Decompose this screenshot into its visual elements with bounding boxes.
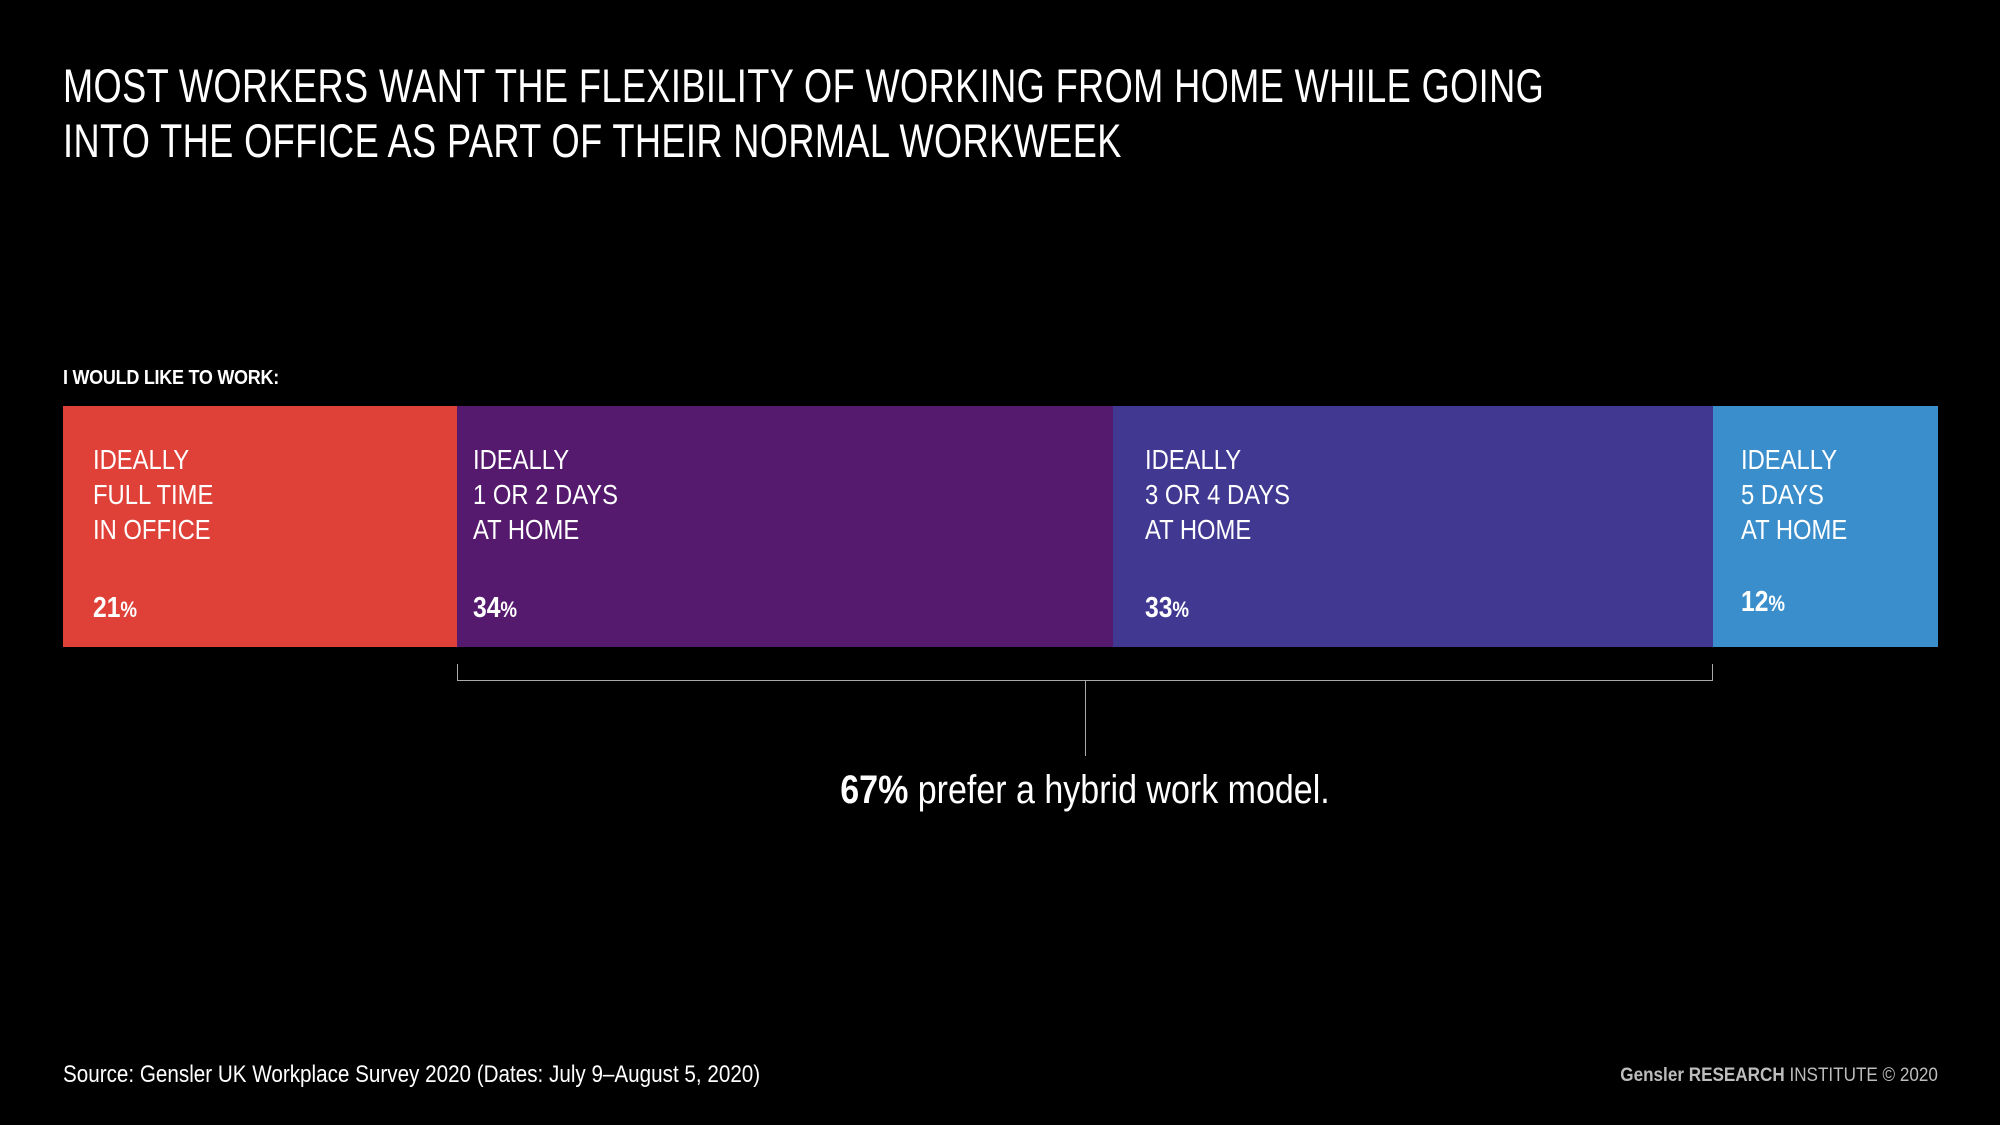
credit-logo: Gensler RESEARCH INSTITUTE © 2020 bbox=[1620, 1065, 1938, 1087]
stacked-bar: IDEALLY FULL TIME IN OFFICE 21% IDEALLY … bbox=[63, 406, 1938, 647]
segment-label-line: AT HOME bbox=[473, 514, 580, 545]
bracket-left-tick bbox=[457, 664, 458, 681]
hybrid-annotation-value: 67% bbox=[840, 768, 909, 812]
segment-label-line: AT HOME bbox=[1741, 514, 1848, 545]
bar-segment-3-4-days-home: IDEALLY 3 OR 4 DAYS AT HOME 33% bbox=[1113, 406, 1713, 647]
segment-label-line: IDEALLY bbox=[93, 444, 190, 475]
segment-value-number: 34 bbox=[473, 592, 501, 624]
segment-value: 12% bbox=[1741, 586, 1785, 619]
segment-label-line: 3 OR 4 DAYS bbox=[1145, 479, 1291, 510]
credit-brand: Gensler RESEARCH bbox=[1620, 1065, 1785, 1086]
chart-title: MOST WORKERS WANT THE FLEXIBILITY OF WOR… bbox=[63, 58, 1911, 168]
bracket-right-tick bbox=[1712, 664, 1713, 681]
segment-label-line: IDEALLY bbox=[1145, 444, 1242, 475]
segment-value: 33% bbox=[1145, 592, 1189, 625]
segment-value-unit: % bbox=[500, 597, 518, 622]
segment-label: IDEALLY 3 OR 4 DAYS AT HOME bbox=[1145, 442, 1628, 547]
segment-label-line: 5 DAYS bbox=[1741, 479, 1824, 510]
segment-value: 34% bbox=[473, 592, 517, 625]
segment-label: IDEALLY FULL TIME IN OFFICE bbox=[93, 442, 402, 547]
source-note: Source: Gensler UK Workplace Survey 2020… bbox=[63, 1061, 761, 1088]
hybrid-annotation: 67% prefer a hybrid work model. bbox=[163, 768, 2000, 813]
segment-value: 21% bbox=[93, 592, 137, 625]
chart-title-line-2: INTO THE OFFICE AS PART OF THEIR NORMAL … bbox=[63, 114, 1122, 167]
chart-title-line-1: MOST WORKERS WANT THE FLEXIBILITY OF WOR… bbox=[63, 59, 1545, 112]
hybrid-annotation-text: prefer a hybrid work model. bbox=[908, 768, 1330, 812]
segment-label: IDEALLY 1 OR 2 DAYS AT HOME bbox=[473, 442, 1017, 547]
chart-subtitle: I WOULD LIKE TO WORK: bbox=[63, 367, 279, 389]
segment-value-number: 12 bbox=[1741, 586, 1769, 618]
segment-value-number: 33 bbox=[1145, 592, 1173, 624]
segment-label-line: FULL TIME bbox=[93, 479, 214, 510]
bar-segment-1-2-days-home: IDEALLY 1 OR 2 DAYS AT HOME 34% bbox=[457, 406, 1113, 647]
segment-label-line: AT HOME bbox=[1145, 514, 1252, 545]
bracket-stem bbox=[1085, 680, 1086, 756]
segment-label-line: IDEALLY bbox=[473, 444, 570, 475]
segment-value-unit: % bbox=[1768, 591, 1786, 616]
segment-label-line: IDEALLY bbox=[1741, 444, 1838, 475]
segment-value-number: 21 bbox=[93, 592, 121, 624]
segment-label: IDEALLY 5 DAYS AT HOME bbox=[1741, 442, 1908, 547]
segment-label-line: 1 OR 2 DAYS bbox=[473, 479, 619, 510]
bar-segment-5-days-home: IDEALLY 5 DAYS AT HOME 12% bbox=[1713, 406, 1938, 647]
bar-segment-full-time-office: IDEALLY FULL TIME IN OFFICE 21% bbox=[63, 406, 457, 647]
segment-value-unit: % bbox=[120, 597, 138, 622]
segment-label-line: IN OFFICE bbox=[93, 514, 211, 545]
credit-rest: INSTITUTE © 2020 bbox=[1784, 1065, 1938, 1086]
segment-value-unit: % bbox=[1172, 597, 1190, 622]
